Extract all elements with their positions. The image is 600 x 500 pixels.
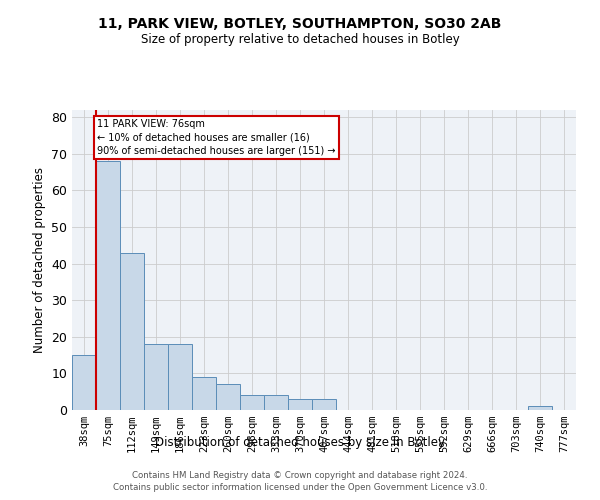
Text: 11, PARK VIEW, BOTLEY, SOUTHAMPTON, SO30 2AB: 11, PARK VIEW, BOTLEY, SOUTHAMPTON, SO30… [98,18,502,32]
Bar [96,161,120,410]
Bar [144,344,168,410]
Bar [216,384,240,410]
Bar [240,396,264,410]
Bar [264,396,288,410]
Bar [120,252,144,410]
Bar [72,355,96,410]
Text: Size of property relative to detached houses in Botley: Size of property relative to detached ho… [140,32,460,46]
Bar [288,399,312,410]
Text: Contains HM Land Registry data © Crown copyright and database right 2024.
Contai: Contains HM Land Registry data © Crown c… [113,471,487,492]
Bar [168,344,192,410]
Y-axis label: Number of detached properties: Number of detached properties [32,167,46,353]
Bar [192,377,216,410]
Bar [528,406,552,410]
Text: 11 PARK VIEW: 76sqm
← 10% of detached houses are smaller (16)
90% of semi-detach: 11 PARK VIEW: 76sqm ← 10% of detached ho… [97,119,336,156]
Text: Distribution of detached houses by size in Botley: Distribution of detached houses by size … [155,436,445,449]
Bar [312,399,336,410]
